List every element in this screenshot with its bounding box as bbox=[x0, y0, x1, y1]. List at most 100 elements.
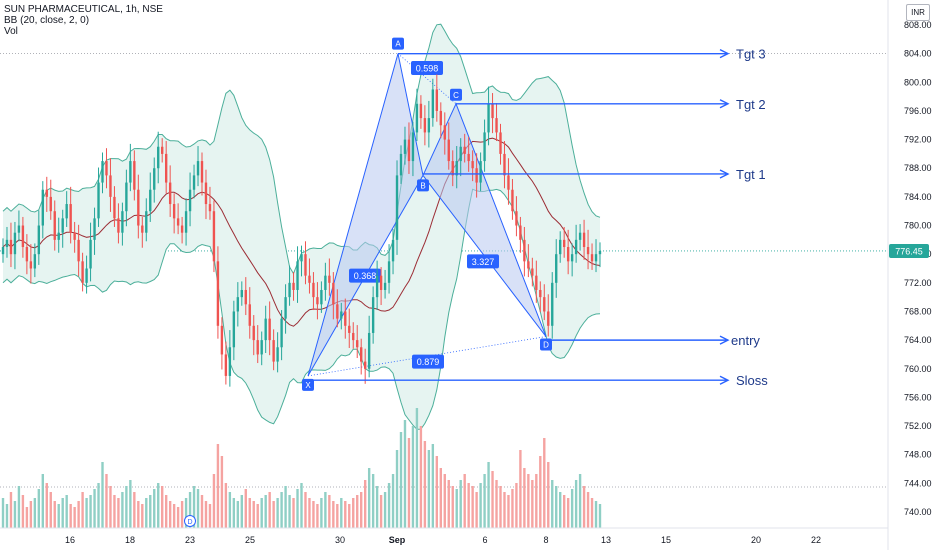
volume-bar bbox=[29, 501, 33, 528]
candle-body bbox=[487, 103, 490, 133]
volume-bar bbox=[280, 492, 283, 528]
volume-bar bbox=[232, 498, 236, 528]
candle-body bbox=[200, 161, 204, 183]
ratio-label: 0.879 bbox=[412, 354, 444, 369]
volume-bar bbox=[431, 444, 435, 528]
symbol-title[interactable]: SUN PHARMACEUTICAL, 1h, NSE bbox=[4, 4, 163, 15]
candle-body bbox=[443, 125, 446, 140]
volume-bar bbox=[200, 495, 204, 528]
candle-body bbox=[145, 211, 148, 233]
candle-body bbox=[224, 354, 228, 376]
x-tick-label: 22 bbox=[811, 535, 821, 545]
volume-bar bbox=[220, 456, 224, 528]
candle-body bbox=[133, 161, 136, 190]
volume-bar bbox=[268, 492, 271, 528]
candle-body bbox=[455, 161, 458, 176]
volume-bar bbox=[435, 456, 439, 528]
candle-body bbox=[439, 110, 442, 126]
candle-body bbox=[483, 132, 486, 162]
volume-bar bbox=[559, 492, 562, 528]
volume-bar bbox=[1, 498, 5, 528]
bb-indicator-label[interactable]: BB (20, close, 2, 0) bbox=[4, 15, 90, 26]
volume-bar bbox=[555, 486, 558, 528]
current-price-text: 776.45 bbox=[895, 246, 923, 256]
candle-body bbox=[316, 297, 319, 305]
volume-bar bbox=[272, 501, 275, 528]
candle-body bbox=[117, 218, 120, 233]
volume-bar bbox=[164, 495, 168, 528]
volume-bar bbox=[415, 408, 419, 528]
candle-body bbox=[236, 297, 240, 312]
volume-bar bbox=[344, 501, 347, 528]
pattern-point-text: X bbox=[305, 381, 311, 390]
candle-body bbox=[248, 304, 251, 326]
volume-bar bbox=[284, 486, 287, 528]
candle-body bbox=[296, 261, 299, 290]
candle-body bbox=[9, 239, 13, 255]
ratio-label-text: 3.327 bbox=[472, 257, 495, 267]
volume-bar bbox=[531, 480, 534, 528]
candle-body bbox=[348, 325, 351, 333]
candle-body bbox=[336, 304, 339, 319]
volume-bar bbox=[467, 483, 470, 528]
candle-body bbox=[220, 325, 224, 355]
pattern-ac-line bbox=[397, 53, 457, 105]
volume-bar bbox=[304, 492, 307, 528]
volume-bar bbox=[391, 474, 395, 528]
candle-body bbox=[93, 218, 96, 240]
candle-body bbox=[164, 153, 168, 183]
volume-bar bbox=[101, 462, 104, 528]
volume-bar bbox=[582, 486, 586, 528]
candle-body bbox=[375, 275, 379, 298]
pattern-point-text: A bbox=[395, 40, 401, 49]
currency-badge[interactable]: INR bbox=[906, 4, 930, 21]
candle-body bbox=[328, 275, 331, 283]
candle-body bbox=[535, 275, 538, 290]
candle-body bbox=[475, 168, 478, 183]
y-tick-label: 748.00 bbox=[904, 450, 932, 460]
candle-body bbox=[332, 282, 335, 305]
candle-body bbox=[137, 189, 140, 226]
candle-body bbox=[256, 340, 259, 355]
candle-body bbox=[61, 218, 64, 233]
volume-bar bbox=[57, 504, 60, 528]
volume-indicator-label[interactable]: Vol bbox=[4, 26, 18, 37]
volume-bar bbox=[423, 441, 427, 528]
candle-body bbox=[176, 218, 180, 226]
volume-bar bbox=[97, 483, 100, 528]
y-tick-label: 744.00 bbox=[904, 478, 932, 488]
volume-bar bbox=[447, 480, 450, 528]
candle-body bbox=[101, 161, 104, 183]
volume-bar bbox=[157, 483, 160, 528]
y-tick-label: 772.00 bbox=[904, 278, 932, 288]
volume-bar bbox=[443, 474, 446, 528]
candle-body bbox=[105, 161, 108, 176]
volume-bar bbox=[93, 489, 96, 528]
candle-body bbox=[33, 254, 37, 269]
volume-bar bbox=[33, 498, 37, 528]
candle-body bbox=[423, 118, 427, 133]
candle-body bbox=[598, 250, 602, 255]
candle-body bbox=[543, 297, 546, 312]
candle-body bbox=[45, 189, 48, 197]
volume-bar bbox=[419, 426, 423, 528]
volume-bar bbox=[49, 492, 52, 528]
candle-body bbox=[551, 282, 554, 326]
candle-body bbox=[499, 132, 502, 154]
volume-bar bbox=[81, 492, 84, 528]
x-tick-label: 30 bbox=[335, 535, 345, 545]
level-arrowhead bbox=[719, 375, 730, 385]
volume-bar bbox=[562, 495, 566, 528]
candle-body bbox=[157, 146, 160, 169]
y-tick-label: 752.00 bbox=[904, 421, 932, 431]
candle-body bbox=[69, 204, 72, 233]
candle-body bbox=[515, 211, 518, 226]
candle-body bbox=[240, 289, 243, 298]
candle-body bbox=[21, 225, 25, 248]
volume-bar bbox=[367, 468, 371, 528]
volume-bar bbox=[519, 450, 522, 528]
bb-fill bbox=[3, 24, 600, 430]
candle-body bbox=[212, 211, 216, 262]
volume-bar bbox=[125, 486, 128, 528]
